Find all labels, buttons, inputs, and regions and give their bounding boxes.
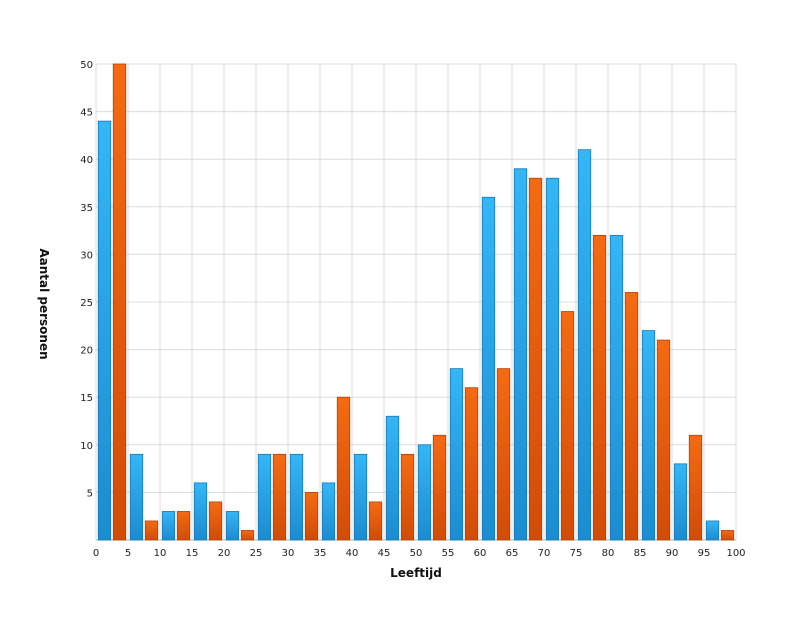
bar-series-1-bin-20 bbox=[225, 511, 240, 541]
y-tick-label: 20 bbox=[80, 346, 93, 357]
bar-series-1-bin-75 bbox=[577, 149, 592, 541]
bar-series-1-bin-85 bbox=[641, 330, 656, 541]
x-tick-label: 50 bbox=[410, 548, 423, 559]
y-tick-label: 40 bbox=[80, 155, 93, 166]
bar-series-2-bin-35 bbox=[336, 396, 351, 541]
bar-series-1-bin-70 bbox=[545, 177, 560, 541]
bar-series-2-bin-45 bbox=[400, 453, 415, 541]
bar-series-2-bin-75 bbox=[592, 234, 607, 541]
bars bbox=[97, 63, 735, 541]
x-tick-label: 10 bbox=[154, 548, 167, 559]
bar-series-1-bin-95 bbox=[705, 520, 720, 541]
x-tick-label: 25 bbox=[250, 548, 263, 559]
bar-series-1-bin-60 bbox=[481, 196, 496, 541]
x-tick-label: 60 bbox=[474, 548, 487, 559]
bar-series-1-bin-25 bbox=[257, 453, 272, 541]
bar-series-1-bin-80 bbox=[609, 234, 624, 541]
bar-series-1-bin-5 bbox=[129, 453, 144, 541]
x-tick-label: 75 bbox=[570, 548, 583, 559]
y-axis-ticks: 5 10 15 20 25 30 35 40 45 50 bbox=[80, 60, 93, 499]
x-tick-label: 95 bbox=[698, 548, 711, 559]
bar-series-1-bin-50 bbox=[417, 444, 432, 541]
x-tick-label: 40 bbox=[346, 548, 359, 559]
bar-series-2-bin-60 bbox=[496, 368, 511, 541]
bar-series-1-bin-35 bbox=[321, 482, 336, 541]
bar-series-1-bin-65 bbox=[513, 168, 528, 541]
y-tick-label: 5 bbox=[87, 488, 93, 499]
bar-series-1-bin-90 bbox=[673, 463, 688, 541]
bar-series-1-bin-10 bbox=[161, 511, 176, 541]
y-tick-label: 50 bbox=[80, 60, 93, 71]
bar-series-2-bin-0 bbox=[112, 63, 127, 541]
bar-series-2-bin-50 bbox=[432, 434, 447, 541]
x-tick-label: 5 bbox=[125, 548, 131, 559]
y-tick-label: 45 bbox=[80, 108, 93, 119]
bar-series-2-bin-65 bbox=[528, 177, 543, 541]
bar-series-1-bin-30 bbox=[289, 453, 304, 541]
x-axis-ticks: 0 5 10 15 20 25 30 35 40 45 50 55 60 65 70 75 80 85 90 95 10… bbox=[93, 548, 746, 559]
grid-lines bbox=[95, 63, 737, 541]
x-tick-label: 30 bbox=[282, 548, 295, 559]
y-tick-label: 30 bbox=[80, 250, 93, 261]
bar-series-2-bin-30 bbox=[304, 491, 319, 541]
bar-series-1-bin-55 bbox=[449, 368, 464, 541]
y-tick-label: 15 bbox=[80, 393, 93, 404]
x-tick-label: 100 bbox=[726, 548, 745, 559]
x-tick-label: 0 bbox=[93, 548, 99, 559]
bar-series-2-bin-90 bbox=[688, 434, 703, 541]
x-tick-label: 15 bbox=[186, 548, 199, 559]
bar-series-1-bin-15 bbox=[193, 482, 208, 541]
bar-series-2-bin-5 bbox=[144, 520, 159, 541]
x-tick-label: 55 bbox=[442, 548, 455, 559]
x-tick-label: 45 bbox=[378, 548, 391, 559]
bar-series-2-bin-55 bbox=[464, 387, 479, 541]
bar-series-2-bin-40 bbox=[368, 501, 383, 541]
x-tick-label: 80 bbox=[602, 548, 615, 559]
bar-series-2-bin-80 bbox=[624, 292, 639, 541]
y-tick-label: 35 bbox=[80, 203, 93, 214]
bar-series-1-bin-0 bbox=[97, 120, 112, 541]
x-tick-label: 35 bbox=[314, 548, 327, 559]
x-axis-title: Leeftijd bbox=[390, 566, 442, 580]
bar-series-2-bin-10 bbox=[176, 511, 191, 541]
bar-series-2-bin-70 bbox=[560, 311, 575, 541]
y-tick-label: 25 bbox=[80, 298, 93, 309]
bar-series-2-bin-15 bbox=[208, 501, 223, 541]
x-tick-label: 65 bbox=[506, 548, 519, 559]
y-tick-label: 10 bbox=[80, 441, 93, 452]
y-axis-title: Aantal personen bbox=[37, 248, 51, 359]
x-tick-label: 70 bbox=[538, 548, 551, 559]
bar-series-1-bin-45 bbox=[385, 415, 400, 541]
bar-series-2-bin-85 bbox=[656, 339, 671, 541]
x-tick-label: 85 bbox=[634, 548, 647, 559]
bar-series-1-bin-40 bbox=[353, 453, 368, 541]
bar-series-2-bin-20 bbox=[240, 530, 255, 541]
bar-series-2-bin-25 bbox=[272, 453, 287, 541]
x-tick-label: 20 bbox=[218, 548, 231, 559]
bar-series-2-bin-95 bbox=[720, 530, 735, 541]
x-tick-label: 90 bbox=[666, 548, 679, 559]
